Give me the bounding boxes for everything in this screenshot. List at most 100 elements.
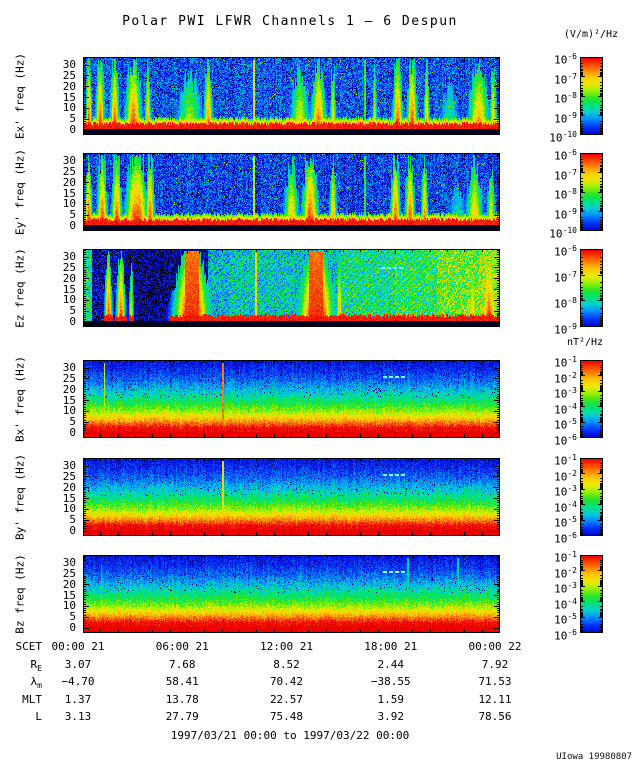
freq-tick-label: 30 — [62, 556, 76, 570]
colorbar-tick-label: 10-5 — [554, 515, 577, 531]
freq-tick-label: 10 — [62, 502, 76, 516]
colorbar-tick-label: 10-5 — [554, 417, 577, 433]
freq-tick-label: 10 — [62, 101, 76, 115]
colorbar-tick-label: 10-2 — [554, 370, 577, 386]
ez-spectrogram-canvas — [83, 249, 500, 327]
freq-tick-label: 10 — [62, 599, 76, 613]
freq-tick-label: 15 — [62, 186, 76, 200]
freq-tick-label: 20 — [62, 79, 76, 93]
colorbar-tick-label: 10-1 — [554, 550, 577, 565]
colorbar-tick-label: 10-1 — [554, 453, 577, 468]
freq-tick-label: 10 — [62, 404, 76, 418]
freq-tick-label: 30 — [62, 154, 76, 168]
freq-tick-label: 30 — [62, 58, 76, 72]
colorbar-tick-label: 10-3 — [554, 581, 577, 596]
ephemeris-row-label: RE — [30, 658, 42, 674]
ephemeris-value: 7.92 — [481, 658, 509, 671]
credit-label: UIowa 19980807 — [556, 752, 632, 762]
ez-y-axis-label: Ez freq (Hz) — [13, 248, 27, 328]
electric-units-label: (V/m)²/Hz — [563, 29, 619, 40]
ex-spectrogram-canvas — [83, 57, 500, 135]
bx-colorbar — [580, 360, 603, 438]
bz-colorbar — [580, 555, 603, 633]
freq-tick-label: 0 — [69, 524, 76, 538]
ephemeris-value: 58.41 — [165, 675, 199, 688]
ephemeris-value: 78.56 — [478, 710, 512, 723]
ephemeris-row-label: L — [35, 710, 42, 723]
freq-tick-label: 10 — [62, 293, 76, 307]
freq-tick-label: 0 — [69, 315, 76, 329]
colorbar-tick-label: 10-7 — [554, 270, 577, 285]
ephemeris-row-label: MLT — [22, 693, 42, 706]
freq-tick-label: 15 — [62, 588, 76, 602]
colorbar-tick-label: 10-9 — [554, 110, 577, 126]
freq-tick-label: 5 — [69, 304, 76, 318]
ephemeris-row-label: λm — [30, 675, 42, 691]
ephemeris-value: −4.70 — [61, 675, 95, 688]
colorbar-tick-label: 10-8 — [554, 91, 577, 106]
bx-y-axis-label: Bx' freq (Hz) — [13, 355, 27, 443]
by-colorbar — [580, 458, 603, 536]
freq-tick-label: 15 — [62, 491, 76, 505]
colorbar-tick-label: 10-8 — [554, 187, 577, 202]
ephemeris-value: 1.59 — [377, 693, 405, 706]
colorbar-tick-label: 10-4 — [554, 596, 577, 612]
ephemeris-value: 06:00 21 — [155, 640, 209, 653]
freq-tick-label: 15 — [62, 90, 76, 104]
ey-y-axis-label: Ey' freq (Hz) — [13, 148, 27, 236]
ephemeris-value: 22.57 — [269, 693, 304, 706]
ephemeris-value: 18:00 21 — [364, 640, 418, 653]
colorbar-tick-label: 10-10 — [549, 130, 577, 145]
freq-tick-label: 20 — [62, 382, 76, 396]
plot-title: Polar PWI LFWR Channels 1 – 6 Despun — [122, 14, 458, 29]
colorbar-tick-label: 10-2 — [554, 565, 577, 581]
bz-spectrogram-canvas — [83, 555, 500, 633]
ey-spectrogram-canvas — [83, 153, 500, 231]
colorbar-tick-label: 10-7 — [554, 71, 577, 87]
colorbar-tick-label: 10-6 — [554, 148, 577, 163]
ephemeris-value: 2.44 — [377, 658, 405, 671]
colorbar-tick-label: 10-6 — [554, 433, 577, 448]
ephemeris-value: 00:00 22 — [468, 640, 522, 653]
freq-tick-label: 20 — [62, 175, 76, 189]
colorbar-tick-label: 10-10 — [549, 226, 577, 241]
freq-tick-label: 5 — [69, 513, 76, 527]
ephemeris-value: 00:00 21 — [51, 640, 105, 653]
colorbar-tick-label: 10-6 — [554, 244, 577, 259]
freq-tick-label: 5 — [69, 610, 76, 624]
ephemeris-value: 7.68 — [169, 658, 196, 671]
colorbar-tick-label: 10-9 — [554, 206, 577, 222]
ephemeris-value: 3.13 — [64, 710, 92, 723]
ey-colorbar — [580, 153, 603, 231]
ephemeris-value: 3.92 — [377, 710, 405, 723]
freq-tick-label: 25 — [62, 68, 76, 82]
freq-tick-label: 20 — [62, 271, 76, 285]
freq-tick-label: 25 — [62, 260, 76, 274]
ephemeris-value: 75.48 — [269, 710, 304, 723]
ephemeris-value: 8.52 — [273, 658, 300, 671]
colorbar-tick-label: 10-1 — [554, 355, 577, 370]
freq-tick-label: 25 — [62, 371, 76, 385]
magnetic-units-label: nT²/Hz — [566, 337, 604, 348]
colorbar-tick-label: 10-4 — [554, 499, 577, 515]
ephemeris-value: 70.42 — [269, 675, 304, 688]
freq-tick-label: 30 — [62, 361, 76, 375]
freq-tick-label: 0 — [69, 426, 76, 440]
by-spectrogram-canvas — [83, 458, 500, 536]
freq-tick-label: 30 — [62, 250, 76, 264]
ex-y-axis-label: Ex' freq (Hz) — [13, 52, 27, 140]
ephemeris-value: 3.07 — [64, 658, 92, 671]
colorbar-tick-label: 10-9 — [554, 322, 577, 337]
colorbar-tick-label: 10-4 — [554, 401, 577, 417]
colorbar-tick-label: 10-7 — [554, 167, 577, 183]
colorbar-tick-label: 10-3 — [554, 484, 577, 499]
bz-y-axis-label: Bz freq (Hz) — [13, 554, 27, 634]
colorbar-tick-label: 10-6 — [554, 531, 577, 546]
freq-tick-label: 30 — [62, 459, 76, 473]
ephemeris-value: 12:00 21 — [260, 640, 313, 653]
ex-colorbar — [580, 57, 603, 135]
ephemeris-value: 27.79 — [165, 710, 199, 723]
by-y-axis-label: By' freq (Hz) — [13, 453, 27, 541]
ephemeris-value: 71.53 — [478, 675, 512, 688]
